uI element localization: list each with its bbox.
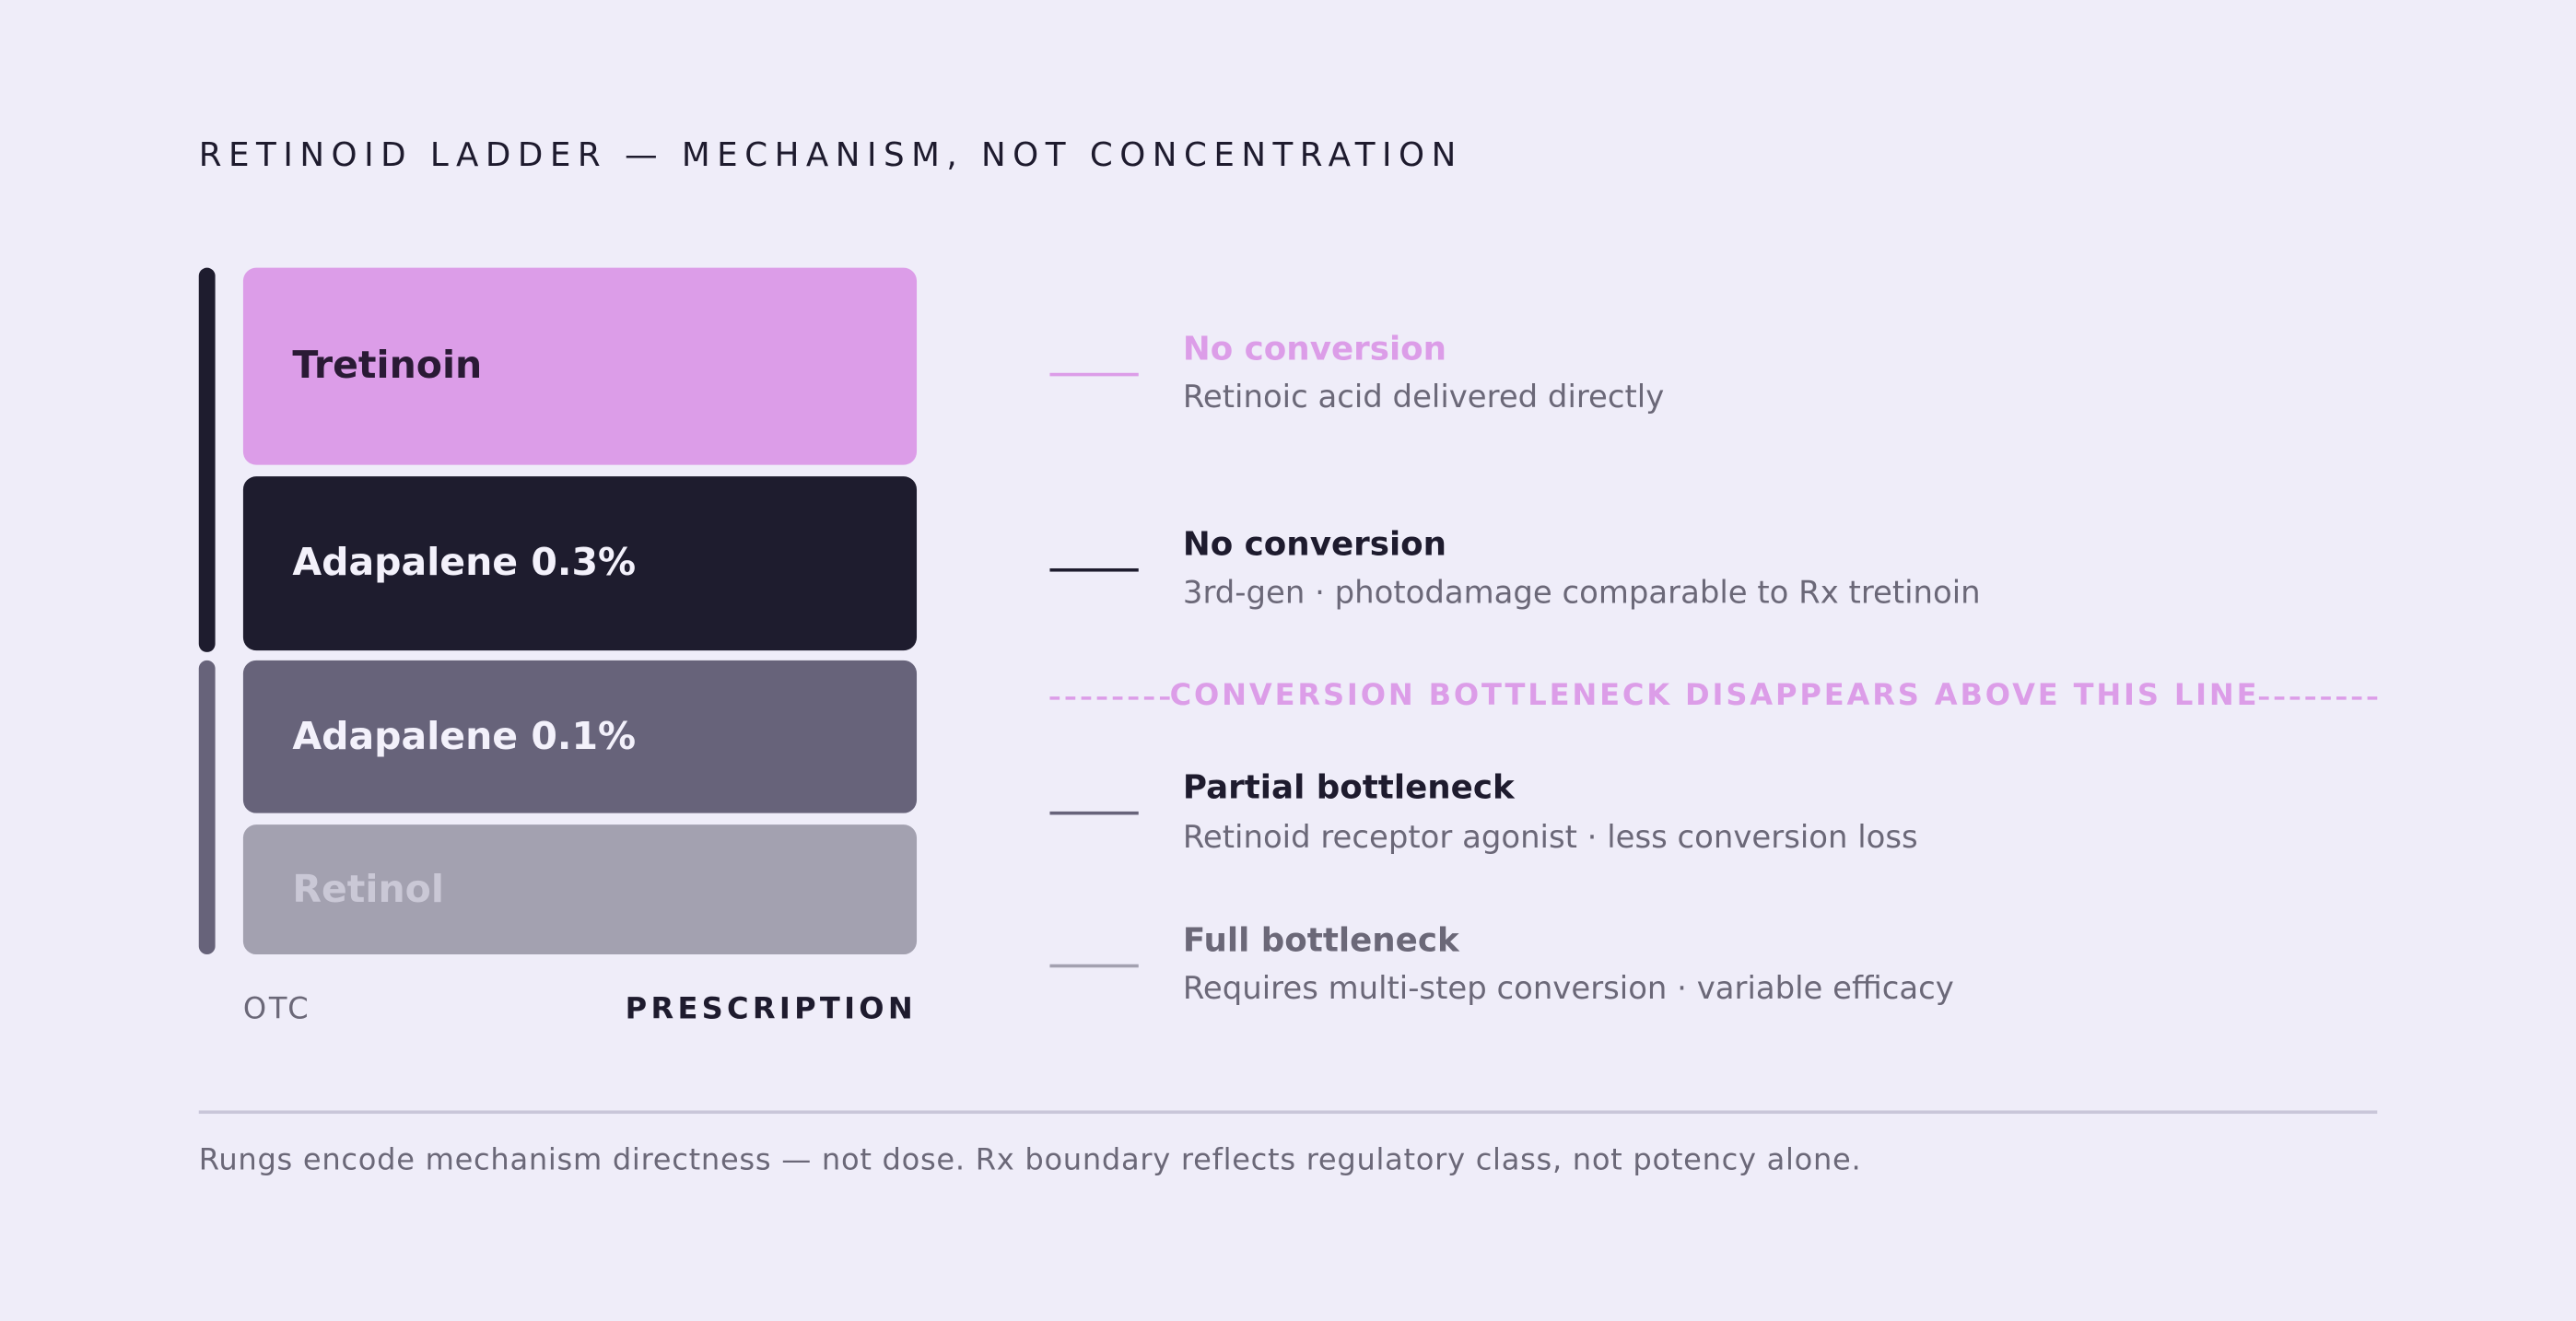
annotation-description: 3rd-gen · photodamage comparable to Rx t… (1182, 575, 1981, 612)
connector (1049, 811, 1139, 815)
annotation-heading: No conversion (1182, 523, 1447, 564)
annotation-description: Retinoid receptor agonist · less convers… (1182, 819, 1918, 857)
rung: Tretinoin (242, 267, 918, 465)
axis-label: PRESCRIPTION (625, 992, 918, 1027)
annotation-heading: No conversion (1182, 328, 1447, 368)
axis-label: OTC (242, 992, 311, 1027)
rung: Retinol (242, 824, 918, 955)
annotation-description: Retinoic acid delivered directly (1182, 379, 1665, 416)
threshold-line (1049, 696, 1170, 700)
annotation-heading: Partial bottleneck (1182, 766, 1515, 807)
connector (1049, 372, 1139, 377)
threshold-label: CONVERSION BOTTLENECK DISAPPEARS ABOVE T… (1169, 678, 2260, 713)
rung: Adapalene 0.1% (242, 660, 918, 813)
threshold-line (2258, 696, 2378, 700)
rx-rail (198, 267, 216, 652)
otc-rail (198, 660, 216, 955)
footnote: Rungs encode mechanism directness — not … (198, 1143, 1862, 1178)
title: RETINOID LADDER — MECHANISM, NOT CONCENT… (198, 134, 1463, 175)
annotation-description: Requires multi-step conversion · variabl… (1182, 970, 1954, 1008)
connector (1049, 964, 1139, 968)
annotation-heading: Full bottleneck (1182, 919, 1459, 960)
rung: Adapalene 0.3% (242, 476, 918, 651)
divider (198, 1110, 2378, 1115)
connector (1049, 567, 1139, 572)
